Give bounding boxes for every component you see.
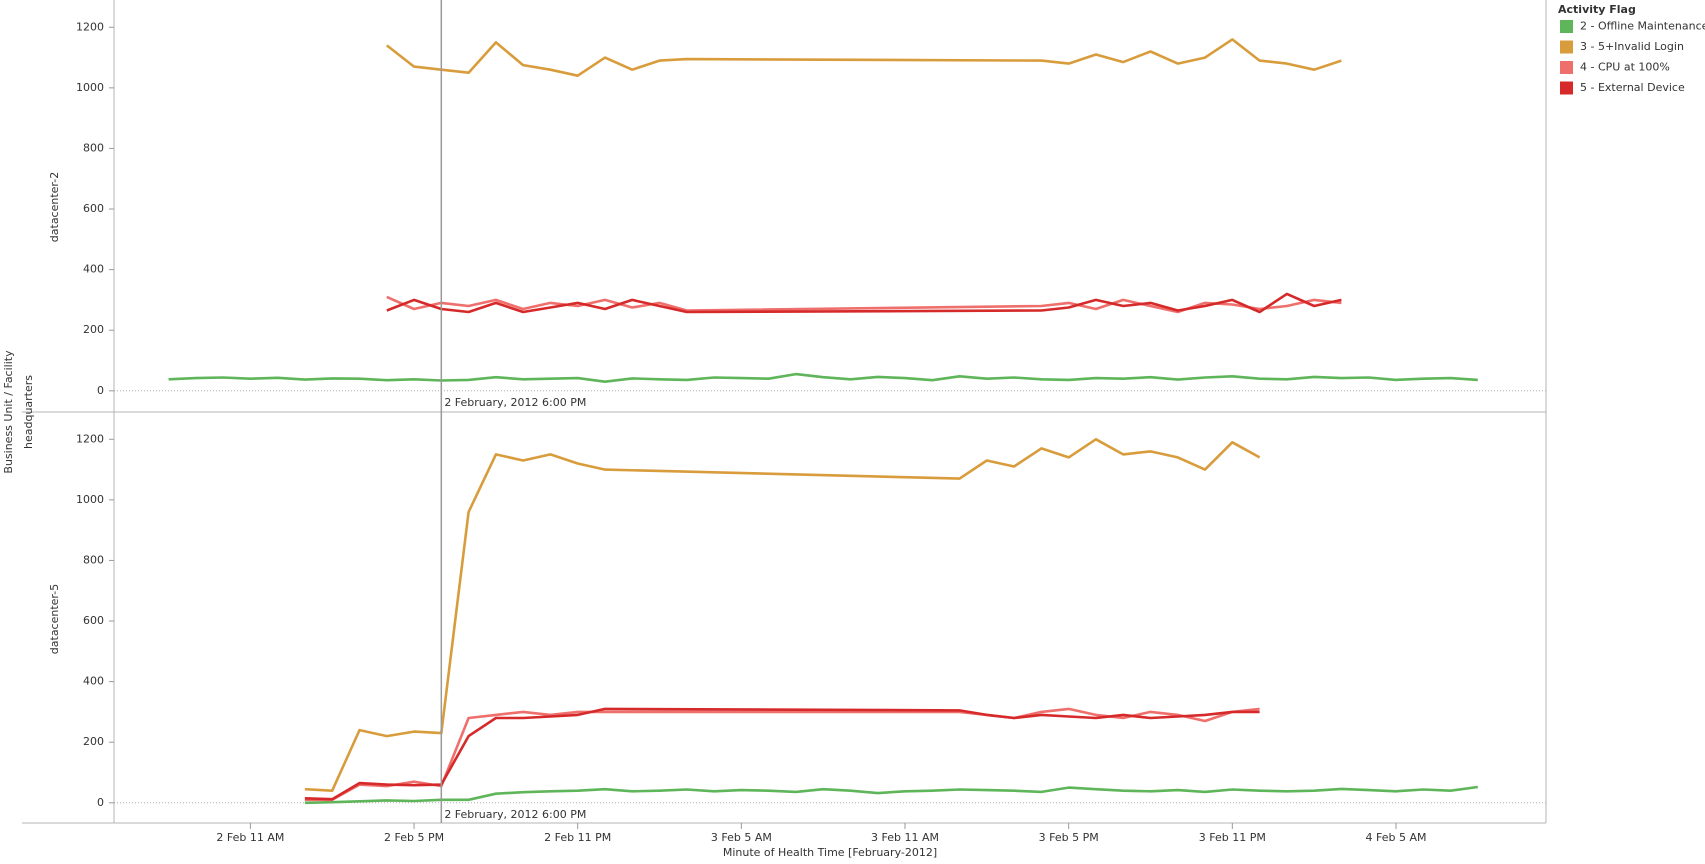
y-tick-label: 400 [83, 675, 104, 688]
x-tick-label: 4 Feb 5 AM [1365, 831, 1426, 844]
legend-label: 2 - Offline Maintenance [1580, 20, 1705, 33]
legend-swatch [1560, 20, 1573, 33]
legend-swatch [1560, 81, 1573, 95]
reference-label: 2 February, 2012 6:00 PM [444, 808, 586, 821]
y-tick-label: 200 [83, 735, 104, 748]
panel-label: datacenter-2 [48, 172, 61, 242]
y-tick-label: 1200 [76, 20, 104, 33]
y-tick-label: 400 [83, 263, 104, 276]
y-tick-label: 1200 [76, 432, 104, 445]
series-line [386, 38, 1342, 77]
series-line [304, 438, 1261, 792]
legend-title: Activity Flag [1558, 3, 1636, 16]
y-tick-label: 1000 [76, 81, 104, 94]
facet-label: headquarters [22, 375, 35, 449]
y-tick-label: 800 [83, 141, 104, 154]
y-tick-label: 600 [83, 614, 104, 627]
legend-swatch [1560, 40, 1573, 54]
y-tick-label: 200 [83, 323, 104, 336]
y-tick-label: 0 [97, 796, 104, 809]
x-tick-label: 2 Feb 11 AM [216, 831, 284, 844]
legend-label: 3 - 5+Invalid Login [1580, 40, 1684, 53]
series-line [168, 372, 1478, 383]
y-tick-label: 800 [83, 553, 104, 566]
series-line [304, 707, 1260, 801]
series-line [386, 295, 1342, 314]
x-tick-label: 3 Feb 11 AM [871, 831, 939, 844]
series-line [304, 707, 1260, 802]
legend-label: 5 - External Device [1580, 81, 1685, 94]
x-tick-label: 3 Feb 5 AM [711, 831, 772, 844]
legend-swatch [1560, 61, 1573, 74]
y-tick-label: 1000 [76, 493, 104, 506]
x-tick-label: 3 Feb 5 PM [1039, 831, 1099, 844]
x-axis-title: Minute of Health Time [February-2012] [723, 846, 937, 859]
y-tick-label: 0 [97, 384, 104, 397]
y-tick-label: 600 [83, 202, 104, 215]
legend-label: 4 - CPU at 100% [1580, 61, 1670, 74]
reference-label: 2 February, 2012 6:00 PM [444, 396, 586, 409]
x-tick-label: 3 Feb 11 PM [1199, 831, 1266, 844]
series-line [386, 292, 1342, 314]
series-line [304, 785, 1478, 805]
panel-label: datacenter-5 [48, 584, 61, 654]
x-tick-label: 2 Feb 11 PM [544, 831, 611, 844]
x-tick-label: 2 Feb 5 PM [384, 831, 444, 844]
y-axis-title: Business Unit / Facility [2, 350, 15, 474]
